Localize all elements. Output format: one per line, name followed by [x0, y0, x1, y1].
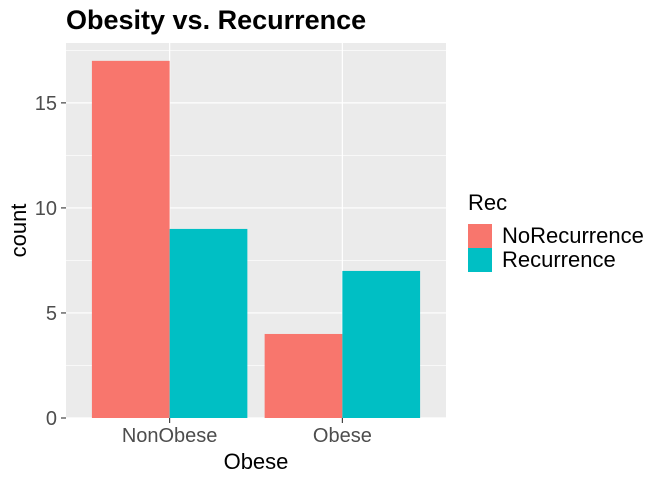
- legend-key: [468, 224, 492, 248]
- x-tick-label: Obese: [313, 425, 372, 447]
- x-axis-label: Obese: [224, 449, 289, 474]
- y-tick-label: 10: [35, 198, 57, 220]
- y-tick-label: 0: [46, 408, 57, 430]
- bar: [169, 228, 248, 418]
- legend-key: [468, 248, 492, 272]
- y-axis-label: count: [6, 204, 31, 258]
- y-axis: 0 5 10 15: [35, 93, 66, 430]
- x-tick-label: NonObese: [122, 425, 218, 447]
- bar: [264, 333, 343, 418]
- legend-label: NoRecurrence: [502, 223, 644, 248]
- legend-title: Rec: [468, 190, 507, 215]
- bar: [91, 60, 170, 418]
- bars: [91, 60, 421, 418]
- y-tick-label: 15: [35, 93, 57, 115]
- x-axis: NonObese Obese: [122, 418, 372, 447]
- legend-label: Recurrence: [502, 247, 616, 272]
- bar: [342, 270, 421, 418]
- chart-title: Obesity vs. Recurrence: [66, 5, 366, 35]
- y-tick-label: 5: [46, 303, 57, 325]
